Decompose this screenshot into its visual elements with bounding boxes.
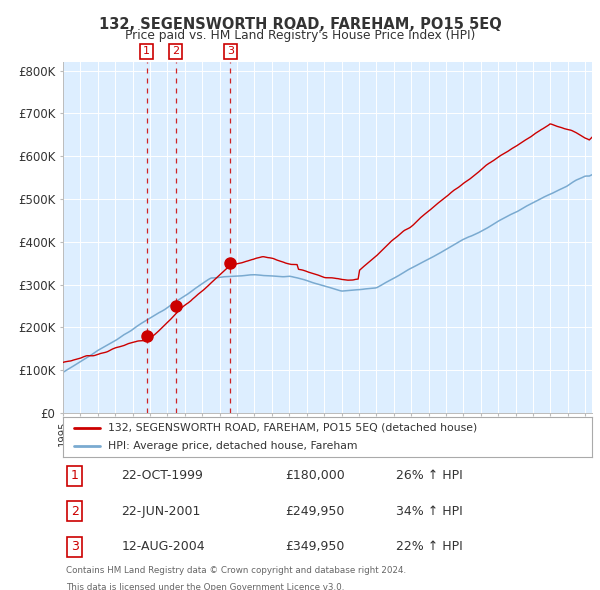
Text: 3: 3 bbox=[227, 47, 234, 57]
Text: 22-JUN-2001: 22-JUN-2001 bbox=[121, 504, 200, 518]
Text: 2: 2 bbox=[71, 504, 79, 518]
Text: £249,950: £249,950 bbox=[285, 504, 344, 518]
Text: £180,000: £180,000 bbox=[285, 469, 345, 483]
Text: 1: 1 bbox=[143, 47, 150, 57]
Text: 132, SEGENSWORTH ROAD, FAREHAM, PO15 5EQ: 132, SEGENSWORTH ROAD, FAREHAM, PO15 5EQ bbox=[98, 17, 502, 31]
Text: 132, SEGENSWORTH ROAD, FAREHAM, PO15 5EQ (detached house): 132, SEGENSWORTH ROAD, FAREHAM, PO15 5EQ… bbox=[108, 423, 477, 433]
Text: 22-OCT-1999: 22-OCT-1999 bbox=[121, 469, 203, 483]
Text: £349,950: £349,950 bbox=[285, 540, 344, 553]
Text: 26% ↑ HPI: 26% ↑ HPI bbox=[397, 469, 463, 483]
Text: Contains HM Land Registry data © Crown copyright and database right 2024.: Contains HM Land Registry data © Crown c… bbox=[66, 566, 406, 575]
Text: 3: 3 bbox=[71, 540, 79, 553]
Text: 34% ↑ HPI: 34% ↑ HPI bbox=[397, 504, 463, 518]
Text: Price paid vs. HM Land Registry's House Price Index (HPI): Price paid vs. HM Land Registry's House … bbox=[125, 30, 475, 42]
Text: 1: 1 bbox=[71, 469, 79, 483]
Text: 2: 2 bbox=[172, 47, 179, 57]
Text: 22% ↑ HPI: 22% ↑ HPI bbox=[397, 540, 463, 553]
Text: HPI: Average price, detached house, Fareham: HPI: Average price, detached house, Fare… bbox=[108, 441, 358, 451]
Text: 12-AUG-2004: 12-AUG-2004 bbox=[121, 540, 205, 553]
Text: This data is licensed under the Open Government Licence v3.0.: This data is licensed under the Open Gov… bbox=[66, 583, 344, 590]
